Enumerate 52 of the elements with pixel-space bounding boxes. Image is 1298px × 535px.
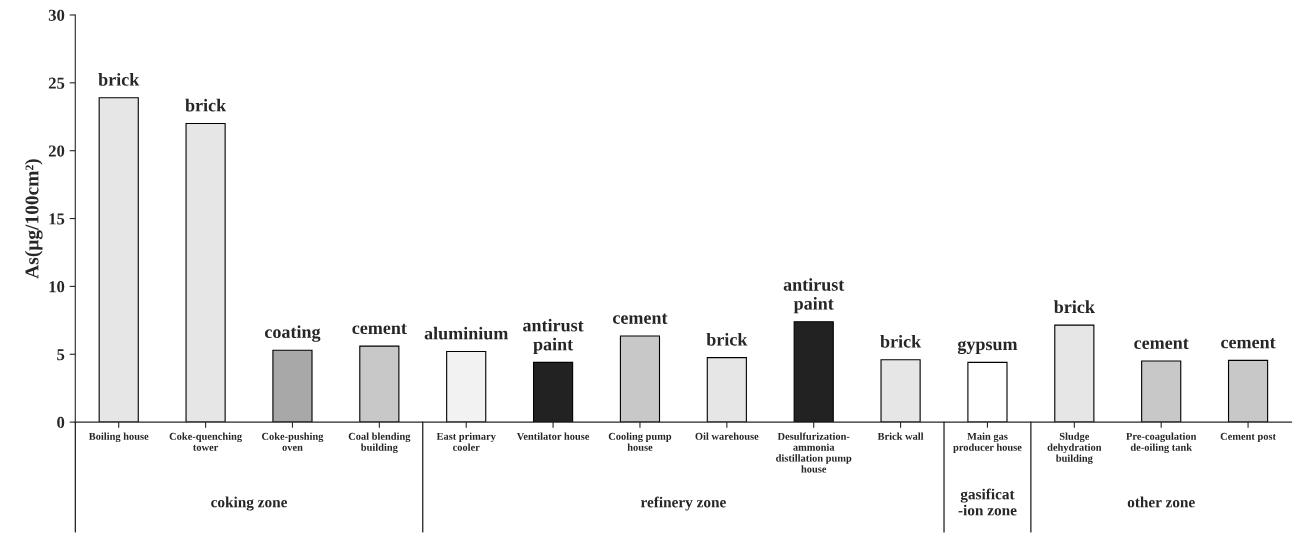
bar	[706, 357, 747, 423]
bar	[359, 345, 400, 423]
x-tick-label: Coke-pushing oven	[262, 432, 324, 451]
bar	[98, 97, 139, 423]
x-tick-label: Oil warehouse	[695, 432, 759, 440]
x-tick-label: East primary cooler	[436, 432, 496, 451]
bar	[880, 359, 921, 423]
x-tick-label: Desulfurization- ammonia distillation pump house	[776, 432, 852, 473]
bar	[619, 335, 661, 423]
annotation: cement	[352, 323, 407, 335]
annotation: brick	[706, 332, 748, 346]
y-tick-label: 25	[48, 77, 65, 89]
text: refinery zone	[640, 496, 726, 511]
annotation: gypsum	[957, 340, 1018, 355]
y-tick-label: 20	[48, 145, 65, 157]
y-tick-label: 5	[57, 349, 65, 361]
x-tick-label: Boiling house	[88, 432, 149, 443]
bar	[967, 361, 1008, 423]
y-tick-label: 30	[48, 9, 65, 21]
y-tick-label: 10	[49, 281, 65, 293]
annotation: brick	[185, 98, 227, 112]
annotation: aluminium	[424, 326, 509, 340]
annotation: brick	[1053, 300, 1095, 314]
annotation: antirust paint	[523, 318, 584, 355]
bar	[272, 349, 313, 423]
annotation: antirust paint	[783, 278, 845, 314]
x-tick-label: Coal blending building	[348, 432, 411, 454]
bar	[1054, 324, 1095, 423]
x-tick-label: Pre-coagulation de-oiling tank	[1126, 432, 1197, 454]
bar	[1227, 359, 1269, 423]
x-tick-label: Cooling pump house	[608, 432, 672, 451]
x-tick-label: Ventilator house	[516, 432, 590, 440]
text: coking zone	[211, 496, 288, 511]
y-tick-label: 15	[49, 213, 65, 225]
annotation: cement	[613, 313, 668, 324]
annotation: cement	[1134, 338, 1189, 350]
annotation: brick	[880, 334, 922, 348]
x-tick-label: Coke-quenching tower	[169, 432, 242, 451]
text: gasificat -ion zone	[958, 488, 1017, 516]
x-tick-label: Brick wall	[877, 432, 924, 440]
x-tick-label: Sludge dehydration building	[1047, 432, 1102, 464]
annotation: brick	[98, 73, 140, 86]
bar	[446, 350, 487, 423]
text: other zone	[1127, 496, 1195, 508]
x-tick-label: Main gas producer house	[953, 432, 1022, 453]
y-tick-label: 0	[57, 416, 65, 429]
bar	[185, 122, 226, 423]
bar	[1141, 360, 1182, 423]
y-axis-title: As(μg/100cm²)	[24, 159, 43, 279]
annotation: cement	[1221, 338, 1276, 349]
x-tick-label: Cement post	[1220, 432, 1276, 442]
annotation: coating	[265, 325, 321, 342]
